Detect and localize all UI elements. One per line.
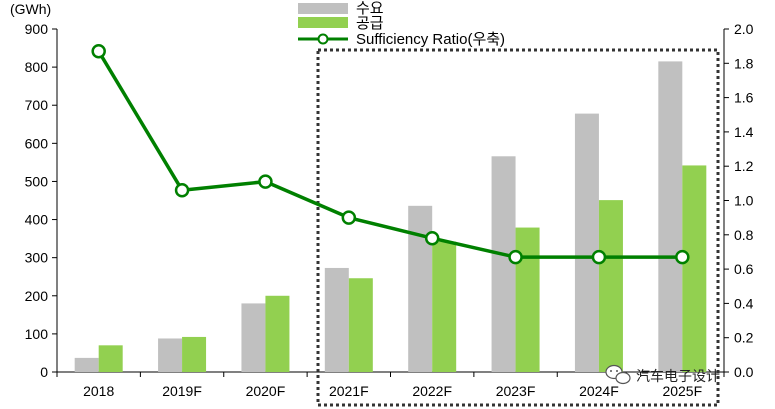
- bar-demand-2024F: [574, 113, 599, 373]
- y-right-tick-label: 0.8: [734, 227, 754, 243]
- bar-demand-2023F: [491, 156, 516, 372]
- bar-demand-2020F: [241, 303, 266, 372]
- x-tick-label: 2023F: [496, 383, 536, 399]
- x-tick-label: 2019F: [162, 383, 202, 399]
- bar-supply-2022F: [432, 241, 457, 372]
- y-right-tick-label: 1.0: [734, 193, 754, 209]
- ratio-line: [91, 44, 690, 265]
- wechat-icon: [605, 364, 631, 385]
- y-right-tick-label: 1.8: [734, 55, 754, 71]
- y-right-tick-label: 2.0: [734, 21, 754, 37]
- y-left-tick-label: 500: [25, 173, 49, 189]
- bar-demand-2021F: [324, 267, 349, 372]
- y-right-tick-label: 1.6: [734, 90, 754, 106]
- bar-supply-2021F: [348, 278, 373, 372]
- y-left-ticks: 0 100 200 300 400 500 600 700 800 900: [25, 21, 57, 380]
- bar-demand-2018: [74, 357, 99, 372]
- legend-marker-ratio: [317, 33, 329, 45]
- x-tick-label: 2020F: [246, 383, 286, 399]
- bar-demand-2022F: [408, 205, 433, 372]
- y-right-ticks: 0.0 0.2 0.4 0.6 0.8 1.0 1.2 1.4 1.6 1.8 2.0: [724, 21, 754, 380]
- y-left-tick-label: 600: [25, 135, 49, 151]
- y-right-tick-label: 1.2: [734, 158, 754, 174]
- ratio-point-2021F: [341, 210, 357, 225]
- y-left-tick-label: 400: [25, 212, 49, 228]
- bar-supply-2019F: [182, 336, 207, 372]
- bar-supply-2025F: [682, 165, 707, 372]
- x-tick-label: 2021F: [329, 383, 369, 399]
- x-tick-label: 2024F: [579, 383, 619, 399]
- ratio-line-path: [97, 50, 683, 259]
- bars: [74, 61, 707, 373]
- bar-supply-2023F: [515, 227, 540, 372]
- bar-supply-2018: [98, 345, 123, 372]
- y-right-tick-label: 1.4: [734, 124, 754, 140]
- y-right-tick-label: 0.0: [734, 364, 754, 380]
- y-right-tick-label: 0.2: [734, 330, 754, 346]
- x-tick-label: 2018: [83, 383, 114, 399]
- legend-swatch-supply: [298, 17, 348, 28]
- bar-supply-2020F: [265, 295, 290, 372]
- ratio-point-2023F: [508, 249, 523, 265]
- legend: 수요 공급 Sufficiency Ratio(우축): [298, 0, 505, 48]
- ratio-point-2020F: [258, 174, 273, 189]
- legend-swatch-demand: [298, 3, 348, 14]
- ratio-point-2024F: [591, 249, 607, 265]
- y-right-tick-label: 0.4: [734, 295, 754, 311]
- x-tick-label: 2022F: [412, 383, 452, 399]
- x-tick-label: 2025F: [662, 383, 702, 399]
- y-left-tick-label: 0: [40, 364, 48, 380]
- ratio-point-2022F: [424, 230, 440, 246]
- legend-label-supply: 공급: [356, 15, 384, 32]
- x-tick-labels: 2018 2019F 2020F 2021F 2022F 2023F 2024F 2025F: [56, 372, 725, 399]
- ratio-point-2019F: [174, 182, 190, 198]
- bar-demand-2019F: [158, 338, 183, 372]
- ratio-point-2018: [91, 44, 106, 59]
- y-left-tick-label: 300: [25, 250, 49, 266]
- watermark-text: 汽车电子设计: [636, 368, 720, 385]
- y-left-tick-label: 100: [25, 326, 49, 342]
- y-left-axis-label: (GWh): [10, 1, 51, 17]
- legend-label-ratio: Sufficiency Ratio(우축): [356, 31, 505, 48]
- bar-demand-2025F: [658, 61, 683, 373]
- bar-supply-2024F: [598, 200, 623, 372]
- ratio-point-2025F: [675, 249, 690, 265]
- forecast-highlight-box: [316, 48, 720, 407]
- y-left-tick-label: 700: [25, 97, 49, 113]
- y-right-tick-label: 0.6: [734, 261, 754, 277]
- y-left-tick-label: 800: [25, 59, 49, 75]
- y-left-tick-label: 900: [25, 21, 49, 37]
- legend-label-demand: 수요: [356, 0, 384, 17]
- y-left-tick-label: 200: [25, 288, 49, 304]
- watermark: 汽车电子设计: [605, 364, 720, 385]
